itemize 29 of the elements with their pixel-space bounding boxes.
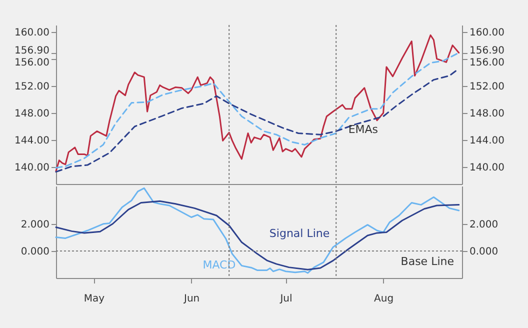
x-tick-label: May: [84, 294, 105, 304]
y2-tick-label: 160.00: [470, 27, 504, 38]
y-tick-label: 140.00: [14, 162, 50, 174]
ref-line-label: Base Line: [400, 254, 454, 268]
line-series: [55, 187, 460, 274]
y-tick-label: 156.90: [14, 45, 50, 56]
y2-tick-label: 156.00: [470, 57, 504, 68]
series-label: Signal Line: [269, 226, 330, 240]
y2-tick-label: 140.00: [470, 162, 504, 174]
y-tick-label: 160.00: [14, 27, 50, 38]
annotation: EMAs: [348, 122, 378, 136]
y2-tick-label: 2.000: [470, 219, 498, 230]
y-tick-label: 156.00: [14, 57, 50, 68]
y-tick-label: 148.00: [14, 108, 50, 120]
series-label: MACD: [202, 258, 236, 272]
y-tick-label: 0.000: [20, 246, 50, 258]
y2-tick-label: 148.00: [470, 108, 504, 120]
line-series: [55, 70, 456, 173]
x-tick-label: Jul: [279, 294, 292, 304]
y-tick-label: 2.000: [20, 219, 50, 230]
y2-tick-label: 0.000: [470, 246, 498, 258]
line-series: [55, 200, 460, 270]
y2-tick-label: 144.00: [470, 136, 504, 147]
y2-tick-label: 152.00: [470, 81, 504, 92]
y-tick-label: 144.00: [14, 136, 50, 147]
y2-tick-label: 156.90: [470, 45, 504, 56]
y-tick-label: 152.00: [14, 81, 50, 92]
x-tick-label: Aug: [374, 294, 394, 304]
x-tick-label: Jun: [183, 294, 200, 304]
